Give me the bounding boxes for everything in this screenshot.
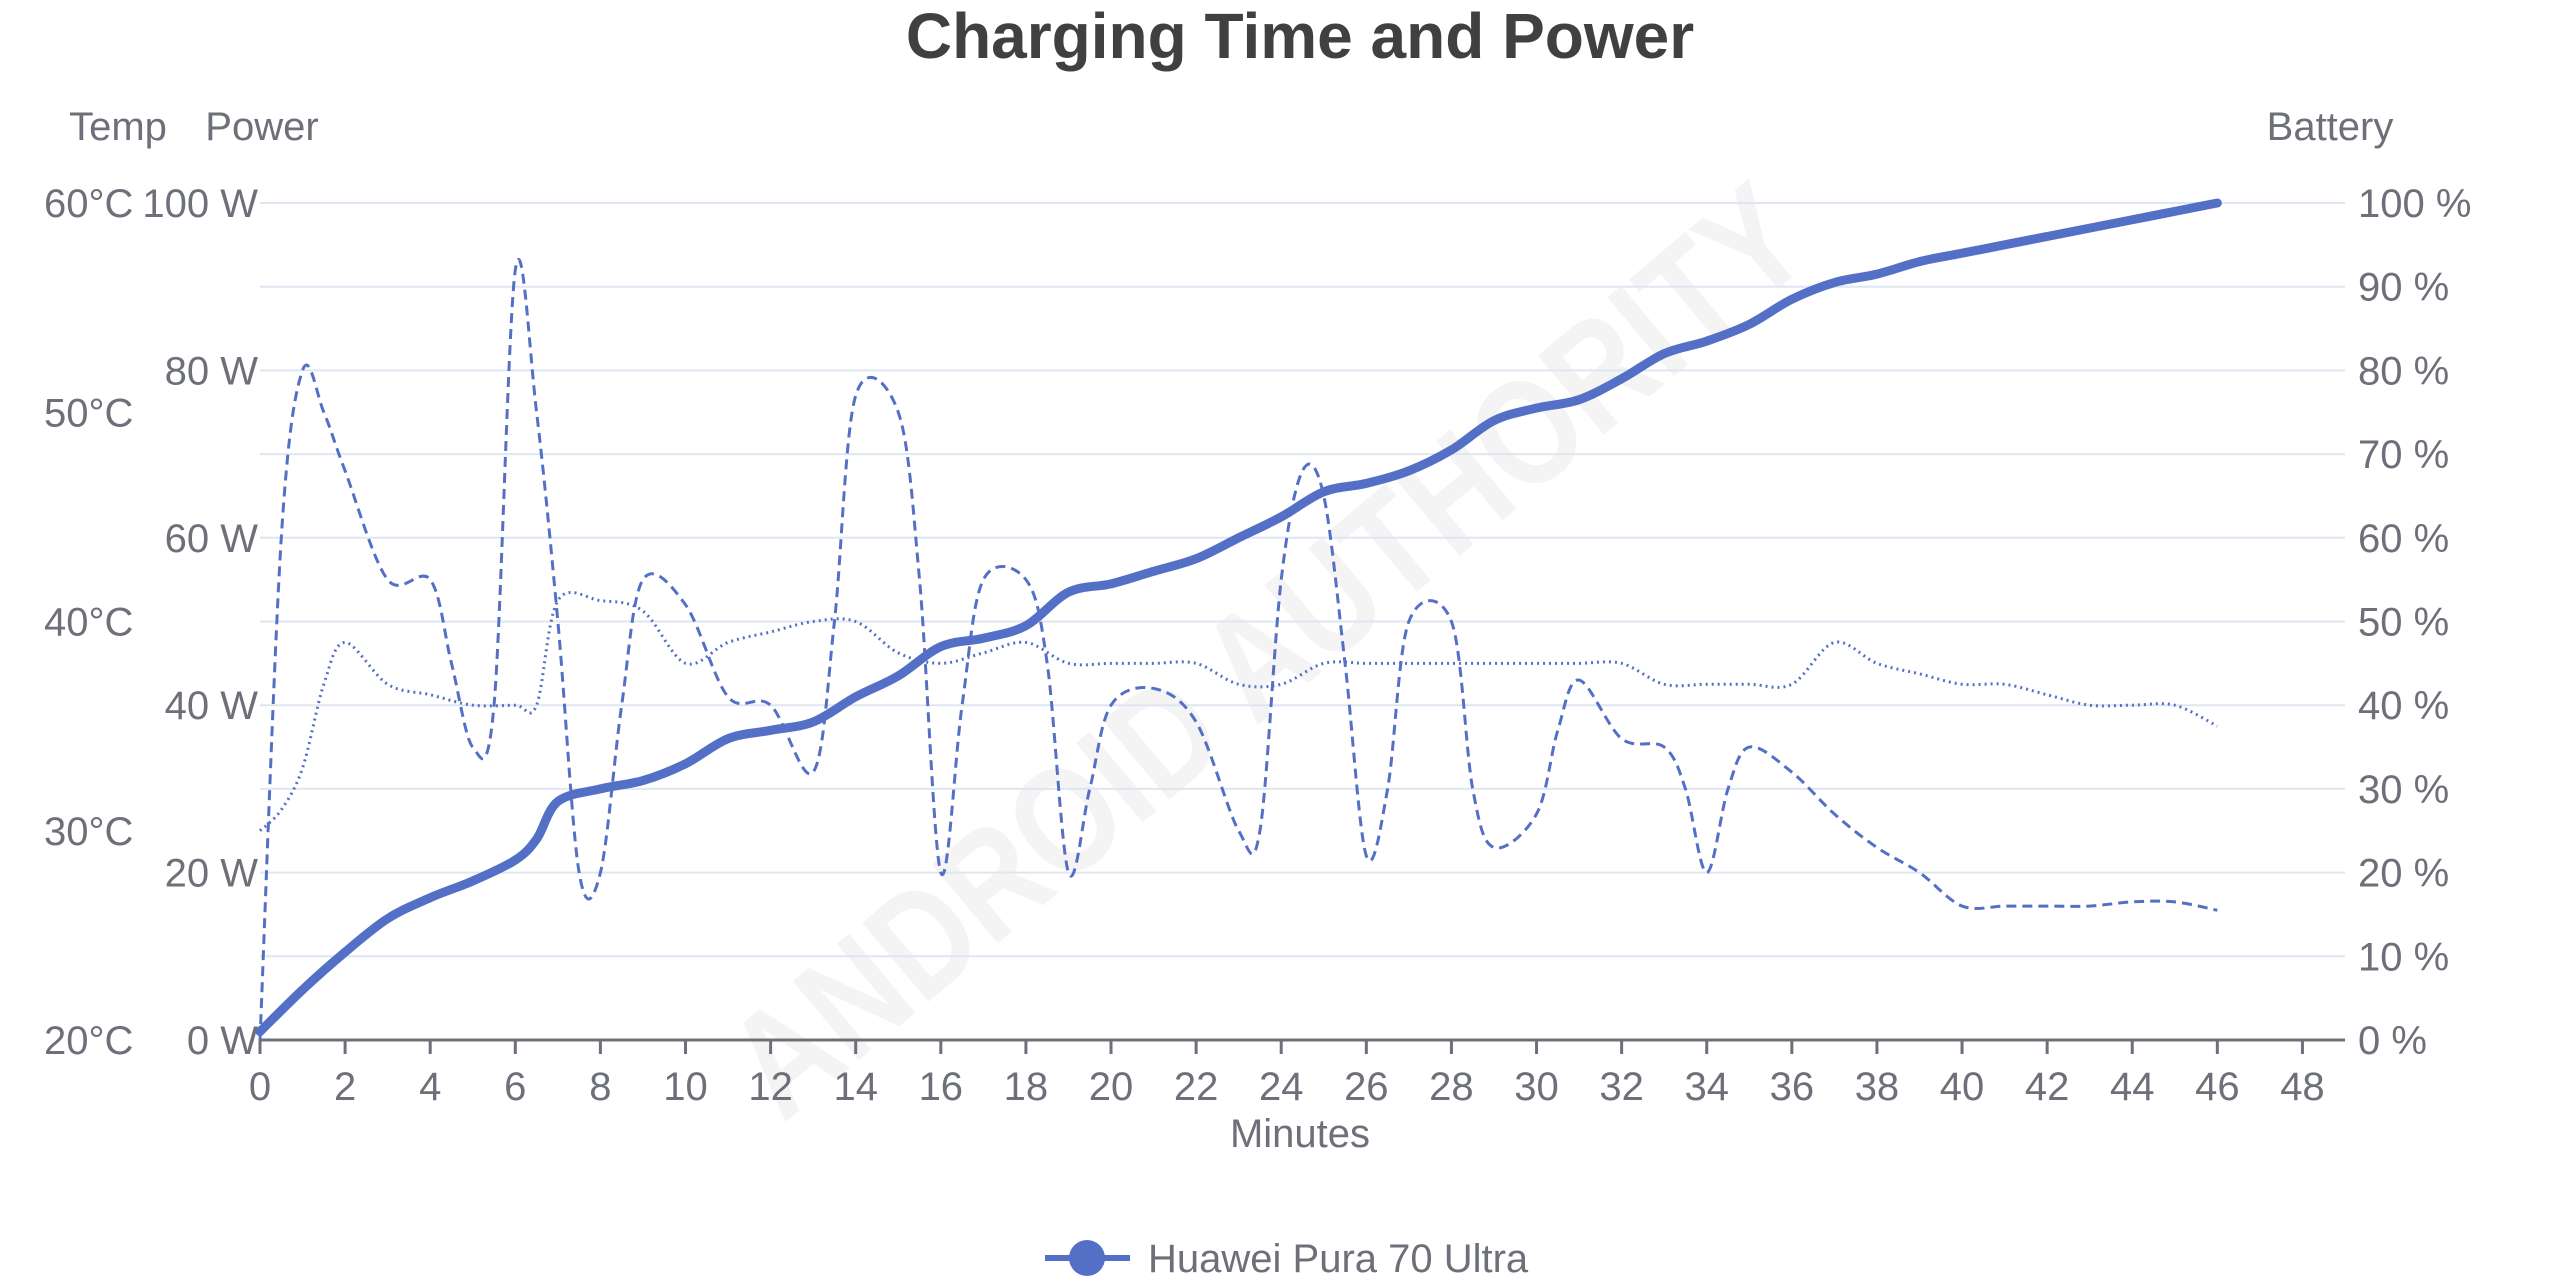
x-axis-label: Minutes xyxy=(1230,1112,1370,1156)
x-tick-label: 6 xyxy=(504,1065,526,1109)
x-tick-label: 16 xyxy=(919,1065,964,1109)
battery-tick-label: 100 % xyxy=(2358,182,2471,226)
legend[interactable]: Huawei Pura 70 Ultra xyxy=(1045,1237,1529,1280)
temperature-series-line xyxy=(258,590,2219,832)
temp-tick-label: 20°C xyxy=(44,1019,133,1063)
x-tick-label: 34 xyxy=(1684,1065,1729,1109)
x-tick-label: 32 xyxy=(1599,1065,1644,1109)
watermark-text: ANDROID AUTHORITY xyxy=(696,152,1838,1148)
battery-tick-label: 60 % xyxy=(2358,517,2449,561)
battery-tick-label: 30 % xyxy=(2358,768,2449,812)
battery-tick-label: 70 % xyxy=(2358,433,2449,477)
temp-axis-ticks: 20°C 30°C 40°C 50°C 60°C xyxy=(44,182,133,1063)
battery-tick-label: 80 % xyxy=(2358,349,2449,393)
x-tick-label: 42 xyxy=(2025,1065,2070,1109)
x-tick-label: 36 xyxy=(1770,1065,1815,1109)
x-tick-label: 4 xyxy=(419,1065,441,1109)
x-tick-label: 18 xyxy=(1004,1065,1049,1109)
battery-axis-name: Battery xyxy=(2267,105,2394,149)
temp-tick-label: 30°C xyxy=(44,810,133,854)
battery-tick-label: 0 % xyxy=(2358,1019,2427,1063)
x-tick-label: 38 xyxy=(1855,1065,1900,1109)
battery-tick-label: 10 % xyxy=(2358,935,2449,979)
x-tick-label: 10 xyxy=(663,1065,708,1109)
legend-marker xyxy=(1069,1240,1105,1276)
series-layer xyxy=(255,198,2222,1041)
temp-tick-label: 50°C xyxy=(44,391,133,435)
x-tick-label: 0 xyxy=(249,1065,271,1109)
power-axis-name: Power xyxy=(205,105,318,149)
chart-title: Charging Time and Power xyxy=(906,0,1694,72)
x-tick-label: 30 xyxy=(1514,1065,1559,1109)
x-tick-label: 2 xyxy=(334,1065,356,1109)
x-tick-label: 44 xyxy=(2110,1065,2155,1109)
x-axis: 0 2 4 6 8 10 12 14 16 18 20 22 24 26 28 30 32 34 36 38 40 42 4… xyxy=(249,1038,2345,1109)
power-tick-label: 60 W xyxy=(165,517,259,561)
legend-label: Huawei Pura 70 Ultra xyxy=(1148,1237,1529,1280)
temp-axis-name: Temp xyxy=(69,105,167,149)
x-tick-label: 20 xyxy=(1089,1065,1134,1109)
x-tick-label: 40 xyxy=(1940,1065,1985,1109)
x-tick-label: 22 xyxy=(1174,1065,1219,1109)
power-tick-label: 20 W xyxy=(165,852,259,896)
x-tick-label: 26 xyxy=(1344,1065,1389,1109)
x-tick-label: 46 xyxy=(2195,1065,2240,1109)
power-tick-label: 40 W xyxy=(165,684,259,728)
x-tick-label: 14 xyxy=(833,1065,878,1109)
temp-tick-label: 60°C xyxy=(44,182,133,226)
power-axis-ticks: 0 W 20 W 40 W 60 W 80 W 100 W xyxy=(142,182,258,1063)
battery-tick-label: 50 % xyxy=(2358,601,2449,645)
x-tick-label: 24 xyxy=(1259,1065,1304,1109)
battery-tick-label: 90 % xyxy=(2358,266,2449,310)
battery-tick-label: 40 % xyxy=(2358,684,2449,728)
x-tick-label: 12 xyxy=(748,1065,793,1109)
x-tick-label: 28 xyxy=(1429,1065,1474,1109)
power-tick-label: 100 W xyxy=(142,182,258,226)
power-series-line xyxy=(258,258,2218,1041)
x-tick-label: 8 xyxy=(589,1065,611,1109)
battery-axis-ticks: 0 % 10 % 20 % 30 % 40 % 50 % 60 % 70 % 80 % 90 % 1… xyxy=(2358,182,2471,1063)
x-tick-label: 48 xyxy=(2280,1065,2325,1109)
power-tick-label: 0 W xyxy=(187,1019,258,1063)
battery-series-line xyxy=(255,198,2222,1037)
battery-tick-label: 20 % xyxy=(2358,852,2449,896)
temp-tick-label: 40°C xyxy=(44,601,133,645)
power-tick-label: 80 W xyxy=(165,349,259,393)
